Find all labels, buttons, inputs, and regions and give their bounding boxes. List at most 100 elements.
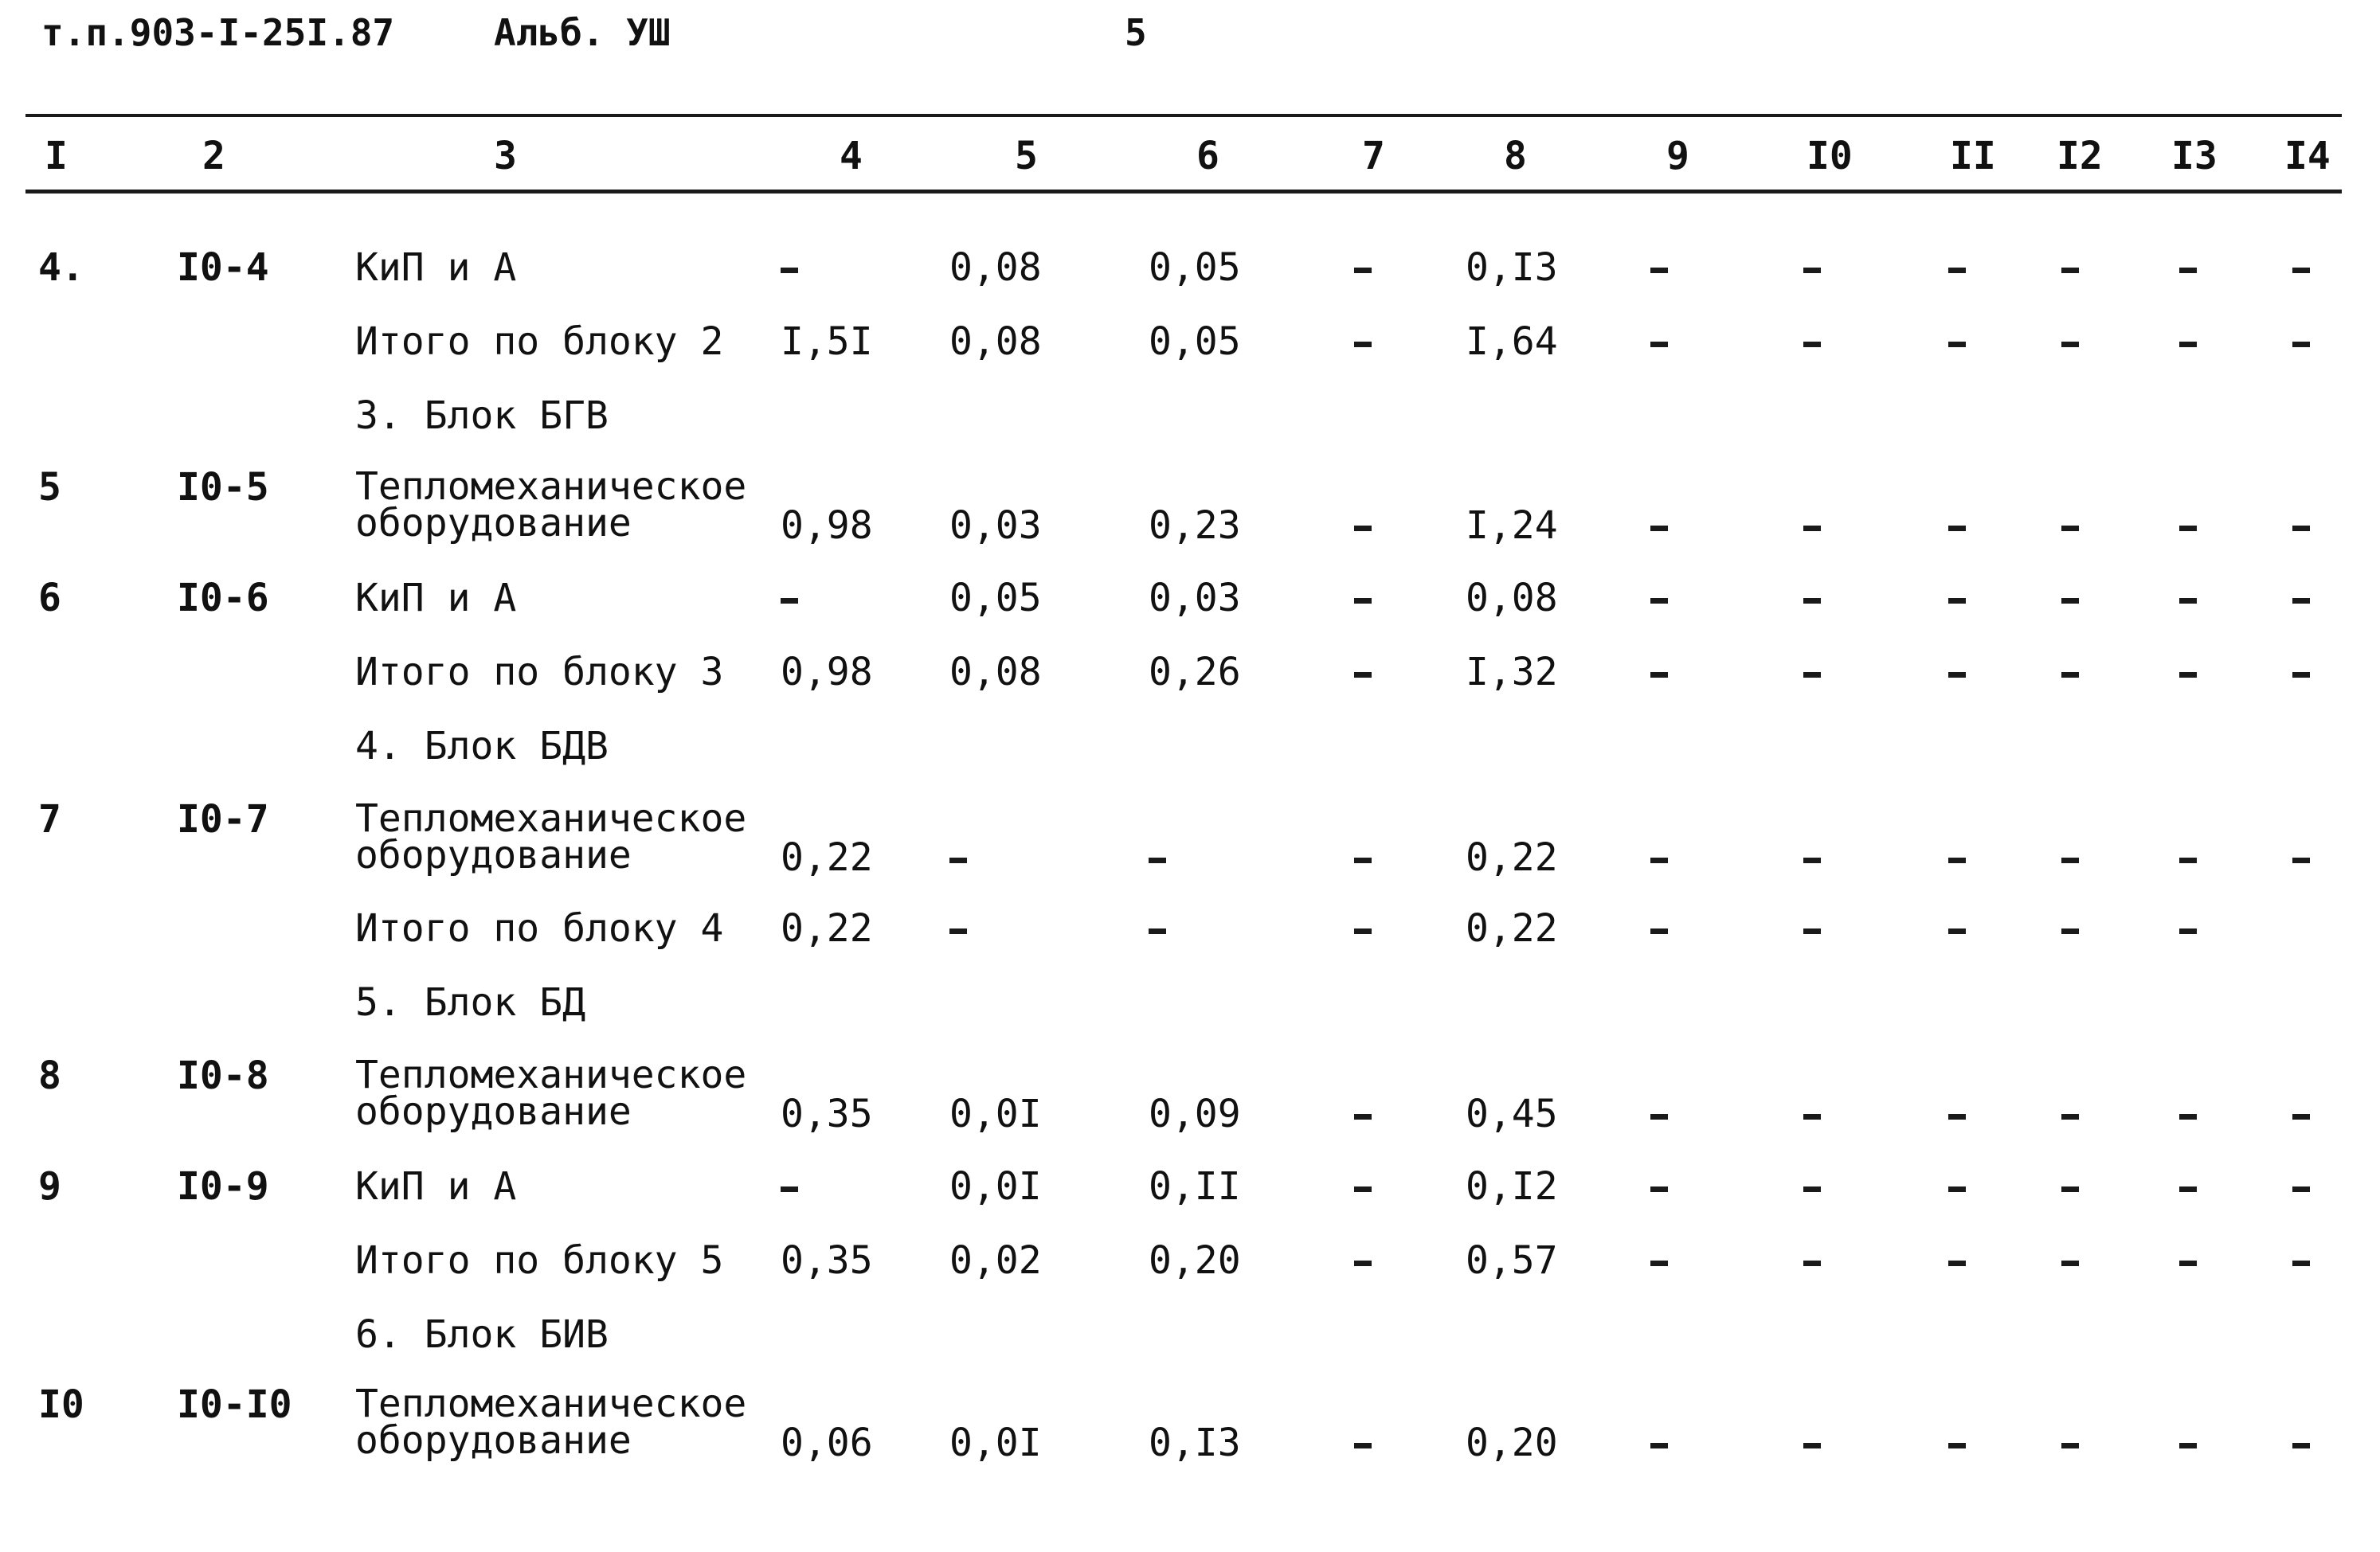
- value-cell: [2061, 909, 2079, 948]
- dash-mark: [2179, 1260, 2197, 1266]
- dash-mark: [2179, 857, 2197, 863]
- description-line: Тепломеханическое: [355, 1053, 747, 1097]
- value-cell: [1948, 1424, 1966, 1462]
- value-cell: [1650, 839, 1668, 877]
- column-number: 7: [1362, 134, 1385, 178]
- value-cell: [2292, 1424, 2310, 1462]
- dash-mark: [2179, 525, 2197, 531]
- value-cell: [1948, 1095, 1966, 1133]
- dash-mark: [2061, 671, 2079, 678]
- value-cell: 0,22: [781, 906, 873, 951]
- row-number: 5: [38, 465, 61, 510]
- column-number: I2: [2057, 134, 2103, 178]
- value-cell: 0,05: [1149, 319, 1241, 364]
- value-cell: [1803, 1424, 1821, 1462]
- value-cell: [2292, 1167, 2310, 1206]
- value-cell: [1650, 1424, 1668, 1462]
- dash-mark: [2061, 597, 2079, 604]
- value-cell: 0,03: [949, 503, 1042, 548]
- value-cell: [1354, 323, 1372, 361]
- row-code: I0-9: [177, 1164, 269, 1209]
- description-line: Тепломеханическое: [355, 796, 747, 841]
- value-cell: [2061, 1167, 2079, 1206]
- dash-mark: [1650, 267, 1668, 273]
- dash-mark: [2061, 341, 2079, 347]
- value-cell: [1149, 909, 1166, 948]
- dash-mark: [1354, 341, 1372, 347]
- section-heading: 5. Блок БД: [355, 980, 585, 1025]
- value-cell: [1803, 909, 1821, 948]
- dash-mark: [1354, 597, 1372, 604]
- value-cell: [1803, 839, 1821, 877]
- dash-mark: [1650, 1260, 1668, 1266]
- dash-mark: [1948, 1260, 1966, 1266]
- dash-mark: [2179, 1113, 2197, 1120]
- dash-mark: [2292, 597, 2310, 604]
- dash-mark: [1354, 1260, 1372, 1266]
- description-line: оборудование: [355, 833, 632, 878]
- value-cell: 0,98: [781, 650, 873, 694]
- row-number: 4.: [38, 245, 84, 290]
- value-cell: [2061, 653, 2079, 691]
- value-cell: 0,0I: [949, 1092, 1042, 1136]
- value-cell: [2292, 1095, 2310, 1133]
- value-cell: [1650, 248, 1668, 287]
- value-cell: [1803, 579, 1821, 617]
- row-description: Итого по блоку 2: [355, 319, 724, 364]
- value-cell: [1354, 579, 1372, 617]
- row-description: Итого по блоку 4: [355, 906, 724, 951]
- dash-mark: [1650, 1113, 1668, 1120]
- row-code: I0-8: [177, 1054, 269, 1098]
- dash-mark: [2061, 928, 2079, 934]
- value-cell: 0,05: [1149, 245, 1241, 290]
- dash-mark: [2292, 1113, 2310, 1120]
- value-cell: [2179, 579, 2197, 617]
- value-cell: [1948, 323, 1966, 361]
- dash-mark: [1354, 1442, 1372, 1448]
- value-cell: [2179, 248, 2197, 287]
- dash-mark: [1650, 928, 1668, 934]
- dash-mark: [1803, 671, 1821, 678]
- value-cell: [2292, 839, 2310, 877]
- value-cell: 0,09: [1149, 1092, 1241, 1136]
- dash-mark: [1149, 928, 1166, 934]
- value-cell: [2179, 1167, 2197, 1206]
- dash-mark: [1354, 1186, 1372, 1192]
- value-cell: [2179, 323, 2197, 361]
- page-number: 5: [1125, 11, 1147, 54]
- value-cell: [1354, 1095, 1372, 1133]
- row-number: 8: [38, 1054, 61, 1098]
- value-cell: 0,I3: [1466, 245, 1558, 290]
- dash-mark: [1948, 1113, 1966, 1120]
- dash-mark: [1948, 857, 1966, 863]
- value-cell: [781, 248, 798, 287]
- row-description: КиП и А: [355, 1164, 517, 1209]
- value-cell: [1650, 323, 1668, 361]
- column-number: 6: [1196, 134, 1219, 178]
- value-cell: [2292, 506, 2310, 545]
- value-cell: [2061, 323, 2079, 361]
- dash-mark: [1354, 857, 1372, 863]
- value-cell: [1149, 839, 1166, 877]
- dash-mark: [1803, 928, 1821, 934]
- dash-mark: [2179, 928, 2197, 934]
- value-cell: [781, 1167, 798, 1206]
- value-cell: [1803, 248, 1821, 287]
- value-cell: 0,57: [1466, 1238, 1558, 1283]
- section-heading: 3. Блок БГВ: [355, 393, 609, 438]
- table-header-rule: [25, 190, 2342, 194]
- value-cell: 0,22: [1466, 906, 1558, 951]
- value-cell: [2061, 248, 2079, 287]
- dash-mark: [1803, 525, 1821, 531]
- value-cell: [2179, 653, 2197, 691]
- column-number: 9: [1666, 134, 1689, 178]
- value-cell: 0,22: [1466, 835, 1558, 880]
- value-cell: [2061, 1095, 2079, 1133]
- section-heading: 4. Блок БДВ: [355, 724, 609, 768]
- value-cell: [1948, 909, 1966, 948]
- dash-mark: [1354, 671, 1372, 678]
- value-cell: [1650, 1095, 1668, 1133]
- dash-mark: [781, 1186, 798, 1192]
- row-description: КиП и А: [355, 245, 517, 290]
- value-cell: 0,26: [1149, 650, 1241, 694]
